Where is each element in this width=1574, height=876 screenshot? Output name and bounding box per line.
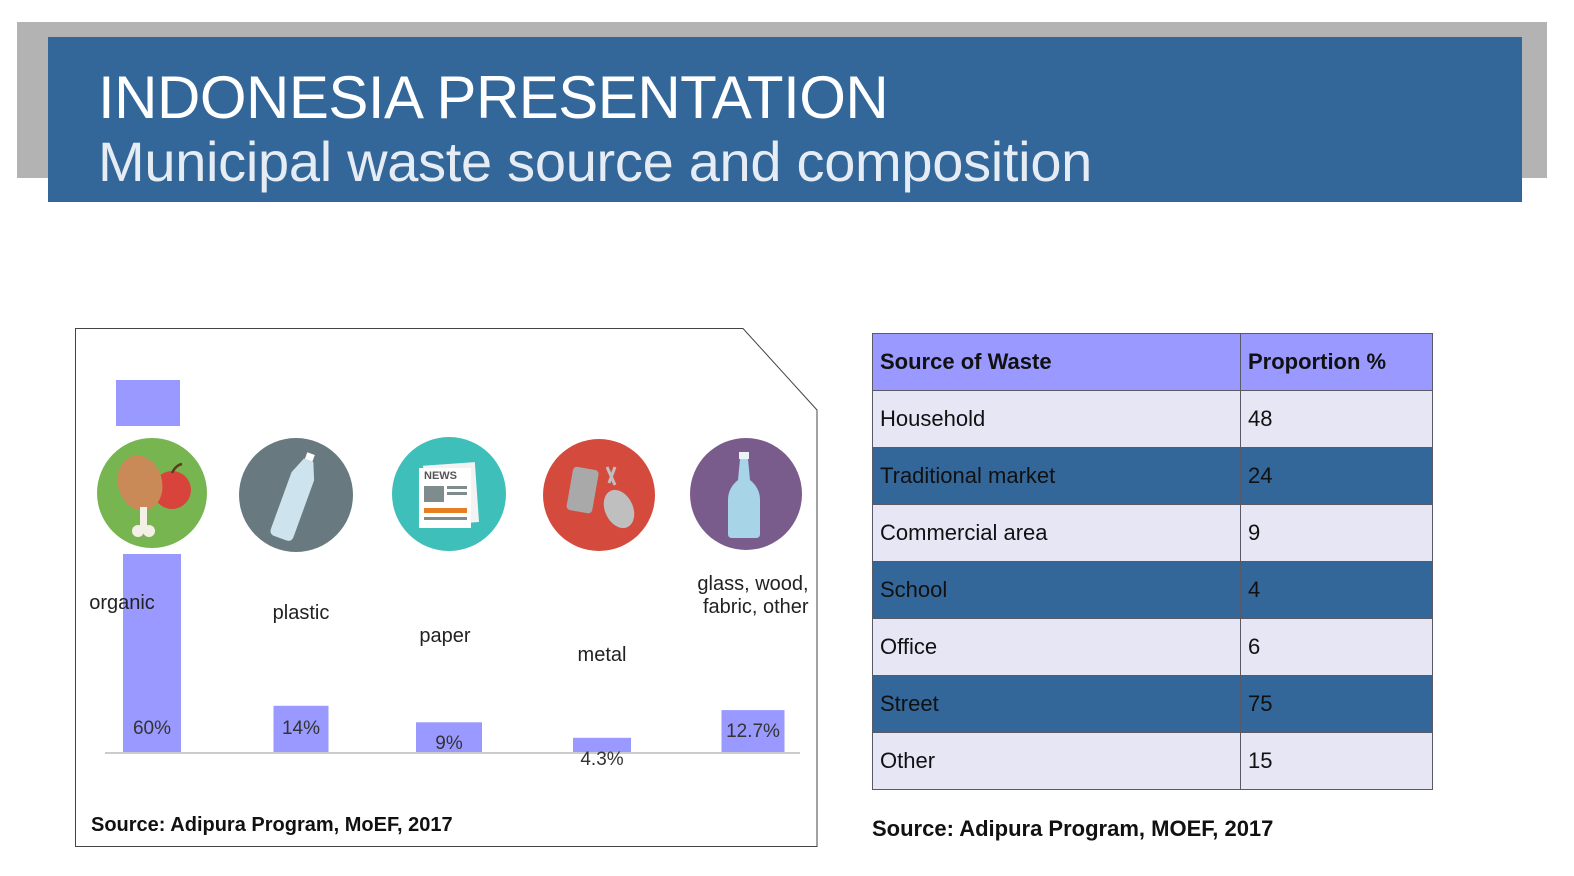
table-row: Other 15 <box>872 732 1433 790</box>
value-label: 4.3% <box>580 748 624 770</box>
table-row: Traditional market 24 <box>872 447 1433 505</box>
cat-label-paper: paper <box>419 625 471 647</box>
title-banner: INDONESIA PRESENTATION Municipal waste s… <box>48 37 1522 202</box>
value-label: 60% <box>132 718 172 739</box>
plastic-bottle-icon <box>239 438 353 552</box>
table-row: Household 48 <box>872 390 1433 448</box>
value-label: 14% <box>281 718 321 739</box>
bar-glass-other <box>721 710 785 752</box>
header-proportion: Proportion % <box>1240 333 1433 391</box>
waste-source-table: Source of Waste Proportion % Household 4… <box>872 333 1433 790</box>
cans-icon <box>543 439 655 551</box>
row-proportion: 15 <box>1240 732 1433 790</box>
bar-plastic <box>273 705 329 752</box>
table-row: Commercial area 9 <box>872 504 1433 562</box>
newspaper-icon: NEWS <box>392 437 506 551</box>
header-source: Source of Waste <box>872 333 1241 391</box>
value-label: 12.7% <box>726 721 780 743</box>
waste-composition-chart: NEWS organic plastic paper metal glass, wood… <box>75 328 818 847</box>
page-subtitle: Municipal waste source and composition <box>98 130 1093 193</box>
chart-canvas: NEWS <box>75 328 818 847</box>
row-proportion: 24 <box>1240 447 1433 505</box>
table-row: School 4 <box>872 561 1433 619</box>
bar-organic <box>123 554 181 752</box>
row-proportion: 9 <box>1240 504 1433 562</box>
cat-label-plastic: plastic <box>272 602 330 624</box>
svg-text:NEWS: NEWS <box>424 470 457 482</box>
cat-label-organic: organic <box>89 592 155 614</box>
bar-paper <box>416 722 482 752</box>
row-source: Traditional market <box>872 447 1241 505</box>
row-source: Commercial area <box>872 504 1241 562</box>
row-source: School <box>872 561 1241 619</box>
row-source: Other <box>872 732 1241 790</box>
row-proportion: 6 <box>1240 618 1433 676</box>
row-proportion: 75 <box>1240 675 1433 733</box>
table-row: Street 75 <box>872 675 1433 733</box>
page-title: INDONESIA PRESENTATION <box>98 64 889 131</box>
food-icon <box>97 438 207 548</box>
row-proportion: 48 <box>1240 390 1433 448</box>
table-header-row: Source of Waste Proportion % <box>872 333 1433 391</box>
row-source: Street <box>872 675 1241 733</box>
cat-label-metal: metal <box>577 644 627 666</box>
table-row: Office 6 <box>872 618 1433 676</box>
row-proportion: 4 <box>1240 561 1433 619</box>
cat-label-glass-other: glass, wood, fabric, other <box>697 573 809 618</box>
chart-source: Source: Adipura Program, MoEF, 2017 <box>91 814 453 836</box>
glass-bottle-icon <box>690 438 802 550</box>
value-label: 9% <box>435 733 463 755</box>
table-source: Source: Adipura Program, MOEF, 2017 <box>872 816 1274 841</box>
decorative-swatch <box>116 380 180 426</box>
bar-metal <box>573 737 631 752</box>
row-source: Household <box>872 390 1241 448</box>
row-source: Office <box>872 618 1241 676</box>
